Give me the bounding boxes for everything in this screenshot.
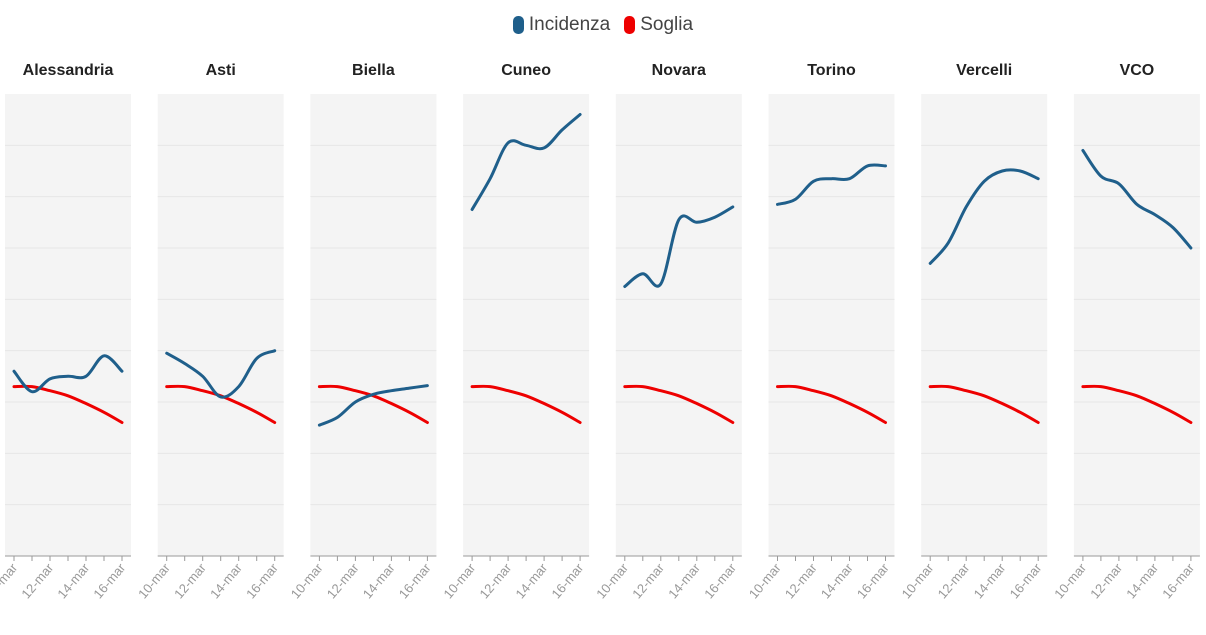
x-tick-label: 10-mar	[899, 560, 937, 602]
x-tick-label: 10-mar	[288, 560, 326, 602]
panel-title: Asti	[206, 62, 236, 79]
legend-swatch-soglia	[624, 16, 636, 34]
x-tick-label: 14-mar	[360, 560, 398, 602]
panel-title: Torino	[807, 62, 856, 79]
x-tick-label: 14-mar	[818, 560, 856, 602]
x-tick-label: 14-mar	[1123, 560, 1161, 602]
series-line-soglia	[928, 384, 1040, 424]
series-line-soglia	[12, 384, 124, 424]
series-line-soglia	[470, 384, 582, 424]
panel-background	[310, 94, 437, 556]
x-tick-label: 12-mar	[935, 560, 973, 602]
series-line-incidenza	[928, 168, 1040, 265]
panel-background	[921, 94, 1048, 556]
series-line-incidenza	[776, 163, 887, 206]
panel-background	[768, 94, 895, 556]
panel-background	[157, 94, 284, 556]
panel-title: VCO	[1120, 62, 1155, 79]
series-line-incidenza	[12, 354, 124, 394]
series-line-incidenza	[317, 384, 429, 427]
series-line-incidenza	[623, 205, 735, 288]
x-tick-label: 10-mar	[746, 560, 784, 602]
x-tick-label: 12-mar	[324, 560, 362, 602]
panel-title: Cuneo	[501, 62, 551, 79]
x-tick-label: 14-mar	[971, 560, 1009, 602]
x-tick-label: 10-mar	[440, 560, 478, 602]
x-tick-label: 14-mar	[665, 560, 703, 602]
x-tick-label: 12-mar	[171, 560, 209, 602]
panel-background	[463, 94, 590, 556]
panel-background	[615, 94, 742, 556]
x-tick-label: 12-mar	[18, 560, 56, 602]
panel-title: Novara	[652, 62, 706, 79]
panel-title: Vercelli	[956, 62, 1012, 79]
x-tick-label: 14-mar	[207, 560, 245, 602]
x-tick-label: 16-mar	[701, 560, 739, 602]
chart-legend: Incidenza Soglia	[0, 14, 1206, 36]
x-tick-label: 12-mar	[1087, 560, 1125, 602]
x-tick-label: 16-mar	[854, 560, 892, 602]
panel-background	[5, 94, 131, 556]
legend-item-soglia[interactable]: Soglia	[624, 14, 693, 36]
series-line-soglia	[776, 384, 887, 424]
series-line-soglia	[623, 384, 735, 424]
x-tick-label: 16-mar	[243, 560, 281, 602]
x-tick-label: 16-mar	[396, 560, 434, 602]
legend-label-soglia: Soglia	[640, 14, 694, 35]
legend-label-incidenza: Incidenza	[528, 14, 611, 35]
x-tick-label: 12-mar	[476, 560, 514, 602]
panel-title: Alessandria	[23, 62, 114, 79]
legend-swatch-incidenza	[512, 16, 524, 34]
x-tick-label: 10-mar	[593, 560, 631, 602]
x-tick-label: 12-mar	[782, 560, 820, 602]
x-tick-label: 10-mar	[135, 560, 173, 602]
x-tick-label: 16-mar	[548, 560, 586, 602]
x-tick-label: 14-mar	[54, 560, 92, 602]
x-tick-label: 14-mar	[512, 560, 550, 602]
x-tick-label: 16-mar	[1007, 560, 1045, 602]
series-line-incidenza	[470, 113, 582, 211]
x-tick-label: 10-mar	[0, 560, 21, 602]
x-tick-label: 12-mar	[629, 560, 667, 602]
legend-item-incidenza[interactable]: Incidenza	[512, 14, 611, 36]
x-tick-label: 16-mar	[1159, 560, 1197, 602]
series-line-soglia	[1081, 384, 1193, 424]
series-line-incidenza	[1081, 149, 1193, 250]
series-line-incidenza	[165, 349, 277, 399]
panel-title: Biella	[352, 62, 395, 79]
x-tick-label: 10-mar	[1051, 560, 1089, 602]
x-tick-label: 16-mar	[90, 560, 128, 602]
